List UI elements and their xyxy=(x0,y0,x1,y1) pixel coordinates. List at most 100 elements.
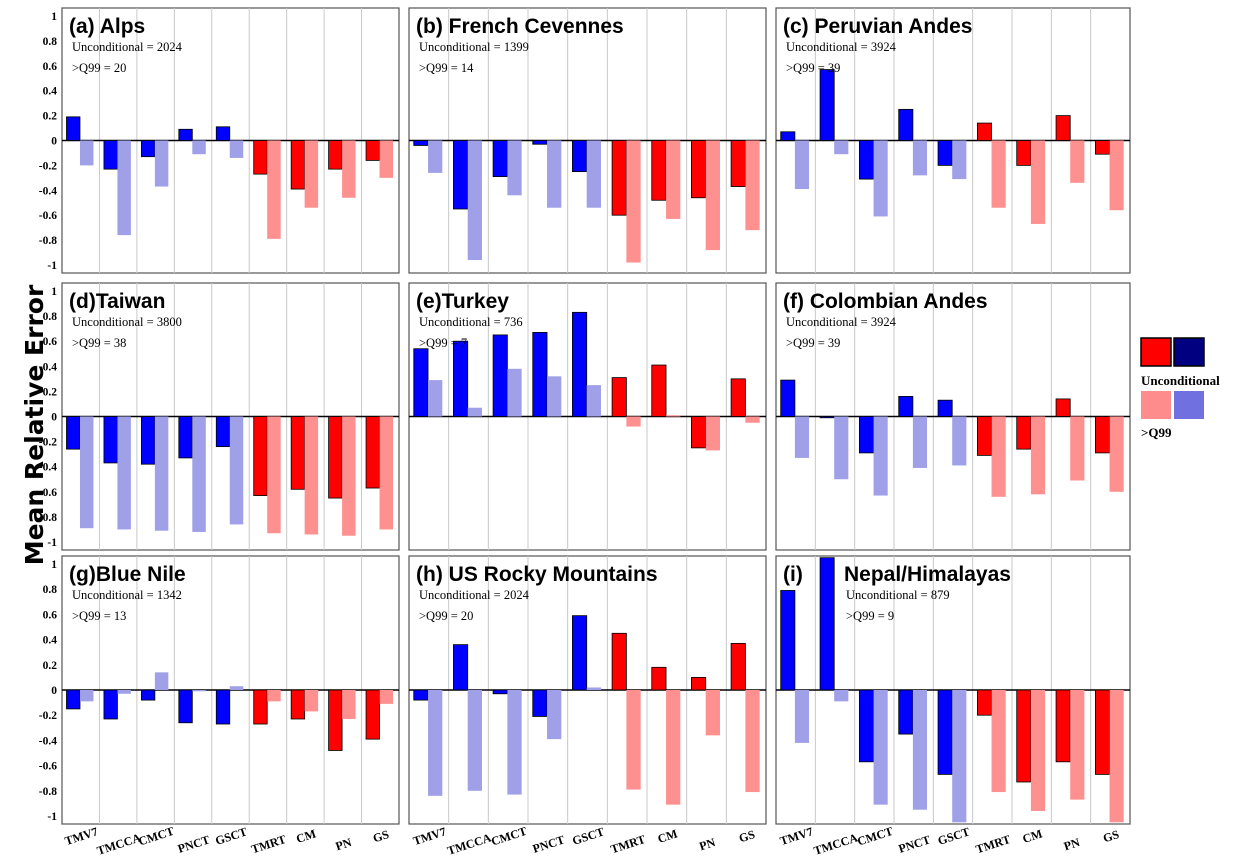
y-tick-label: 0.2 xyxy=(43,660,58,672)
stat-unconditional: Unconditional = 3924 xyxy=(786,40,897,54)
y-tick-label: 0 xyxy=(51,685,57,697)
bar-cmct-unconditional xyxy=(140,140,156,158)
bar-cmct-unconditional xyxy=(858,416,874,454)
bar-pn-unconditional xyxy=(1055,689,1071,763)
bar-tmcca-unconditional xyxy=(819,416,835,419)
legend-swatch-blue-q99 xyxy=(1174,391,1204,419)
bar-gsct-unconditional xyxy=(937,689,953,775)
panel-title: (c) Peruvian Andes xyxy=(783,15,972,38)
y-tick-label: 0.2 xyxy=(43,111,58,123)
bar-tmrt-q99 xyxy=(267,690,281,702)
panel-title: (e)Turkey xyxy=(416,290,509,313)
panel-3: (c) Peruvian Andes Unconditional = 3924 >Q… xyxy=(775,7,1131,274)
bar-cmct-q99 xyxy=(154,140,169,187)
panel-letter: (i) xyxy=(783,563,803,586)
bar-cm-unconditional xyxy=(1016,689,1032,783)
y-tick-label: 0.8 xyxy=(43,311,58,323)
bar-tmcca-q99 xyxy=(467,407,482,417)
bar-cmct-q99 xyxy=(873,416,888,496)
y-tick-label: 0.6 xyxy=(43,61,58,73)
bar-gsct-unconditional xyxy=(215,689,231,725)
bar-pnct-unconditional xyxy=(178,689,193,724)
y-tick-label: -0.8 xyxy=(39,235,57,247)
x-tick-label: CM xyxy=(294,826,317,845)
x-tick-label: TMRT xyxy=(974,832,1012,856)
bar-gs-q99 xyxy=(379,416,394,530)
bar-gsct-unconditional xyxy=(937,399,953,417)
bar-pnct-unconditional xyxy=(898,689,914,735)
bar-tmcca-q99 xyxy=(834,416,849,480)
bar-pnct-unconditional xyxy=(532,689,548,717)
bar-cmct-q99 xyxy=(154,672,169,690)
panels: (a) Alps Unconditional = 2024 >Q99 = 20 1 0.… xyxy=(39,7,1131,858)
bar-tmv7-q99 xyxy=(794,416,810,458)
bar-pnct-q99 xyxy=(192,140,206,155)
y-tick-label: 0.2 xyxy=(43,386,58,398)
stat-unconditional: Unconditional = 3924 xyxy=(786,315,897,329)
x-tick-label: CMCT xyxy=(137,824,176,849)
bar-gsct-unconditional xyxy=(572,615,588,691)
bar-tmv7-q99 xyxy=(794,140,810,190)
bar-tmv7-q99 xyxy=(79,140,94,166)
bar-tmv7-unconditional xyxy=(66,416,81,450)
bar-tmcca-q99 xyxy=(117,140,131,236)
panel-4: (d)Taiwan Unconditional = 3800 >Q99 = 38 1 0… xyxy=(39,282,400,551)
bar-pnct-q99 xyxy=(912,140,928,176)
stat-unconditional: Unconditional = 736 xyxy=(419,315,523,329)
x-tick-label: GSCT xyxy=(571,824,606,847)
bar-tmv7-unconditional xyxy=(66,116,81,141)
bar-pnct-unconditional xyxy=(532,140,548,145)
bar-gs-q99 xyxy=(1109,140,1124,211)
x-tick-label: CMCT xyxy=(489,824,528,849)
legend-swatch-blue-unconditional xyxy=(1173,337,1205,367)
bar-pn-q99 xyxy=(342,416,356,536)
panel-title: (h) US Rocky Mountains xyxy=(416,563,658,586)
bar-cmct-q99 xyxy=(873,690,888,805)
bar-tmcca-q99 xyxy=(467,140,482,261)
y-tick-label: -1 xyxy=(47,260,57,272)
bar-tmcca-q99 xyxy=(834,690,849,702)
bar-gsct-unconditional xyxy=(572,140,588,173)
y-tick-label: -0.4 xyxy=(39,462,57,474)
stat-q99: >Q99 = 14 xyxy=(419,61,474,75)
bar-gs-unconditional xyxy=(1094,140,1110,155)
bar-cm-q99 xyxy=(304,140,319,208)
bar-tmrt-unconditional xyxy=(976,689,992,716)
bar-tmcca-q99 xyxy=(467,690,482,791)
bar-tmrt-unconditional xyxy=(611,377,627,417)
bar-pn-q99 xyxy=(1070,690,1085,800)
stat-q99: >Q99 = 7 xyxy=(419,336,467,350)
y-tick-label: 0 xyxy=(51,136,57,148)
panel-2: (b) French Cevennes Unconditional = 1399 >… xyxy=(408,7,767,274)
x-tick-label: PN xyxy=(1062,835,1082,853)
bar-gs-q99 xyxy=(745,690,760,793)
bar-cm-unconditional xyxy=(651,666,667,691)
x-tick-label: CMCT xyxy=(855,824,894,849)
bar-pnct-unconditional xyxy=(898,108,914,141)
panel-8: (h) US Rocky Mountains Unconditional = 20… xyxy=(408,555,767,858)
bar-pnct-q99 xyxy=(912,416,928,468)
bar-gs-q99 xyxy=(379,690,394,704)
bar-tmv7-q99 xyxy=(794,690,810,743)
bar-pnct-unconditional xyxy=(898,396,914,417)
bar-cm-q99 xyxy=(666,140,681,219)
bar-tmv7-unconditional xyxy=(413,348,429,417)
bar-gs-q99 xyxy=(745,416,760,423)
bar-tmrt-unconditional xyxy=(976,122,992,141)
bar-pnct-q99 xyxy=(547,140,562,208)
bar-pnct-q99 xyxy=(192,416,206,532)
y-tick-label: 0.4 xyxy=(43,361,58,373)
stat-unconditional: Unconditional = 2024 xyxy=(419,588,530,602)
bar-pn-unconditional xyxy=(1055,398,1071,417)
bar-tmv7-unconditional xyxy=(780,590,796,691)
bar-gsct-q99 xyxy=(586,687,601,690)
bar-tmrt-unconditional xyxy=(611,140,627,216)
bar-gs-unconditional xyxy=(365,689,380,740)
stat-unconditional: Unconditional = 879 xyxy=(846,588,950,602)
stat-q99: >Q99 = 9 xyxy=(846,609,894,623)
bar-cm-unconditional xyxy=(651,364,667,417)
bar-gsct-q99 xyxy=(229,686,244,690)
bar-cmct-unconditional xyxy=(140,416,156,465)
x-tick-label: PNCT xyxy=(531,832,566,855)
bar-cm-unconditional xyxy=(290,416,306,490)
